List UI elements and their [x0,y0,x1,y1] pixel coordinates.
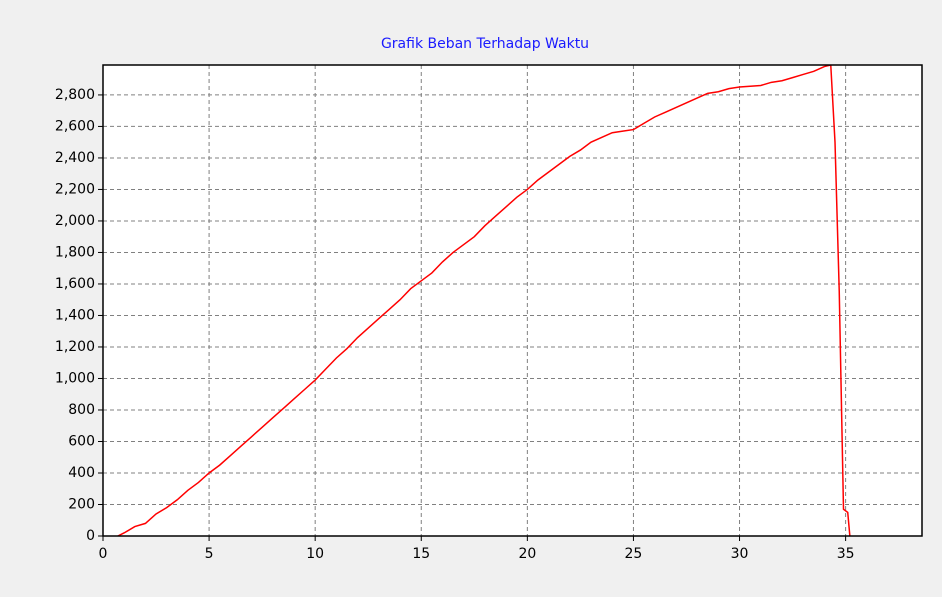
y-tick-label: 0 [86,528,95,544]
y-tick-label: 1,200 [55,339,95,355]
plot-border [102,64,923,537]
y-tick-label: 2,400 [55,150,95,166]
y-tick-label: 2,200 [55,181,95,197]
data-line [117,65,851,536]
y-tick-label: 200 [68,496,95,512]
y-tick-label: 2,800 [55,87,95,103]
x-tick-label: 15 [412,546,430,562]
x-tick-label: 20 [518,546,536,562]
y-tick-label: 800 [68,402,95,418]
chart-title: Grafik Beban Terhadap Waktu [381,36,589,52]
y-tick-label: 1,400 [55,307,95,323]
y-tick-label: 2,600 [55,118,95,134]
y-tick-label: 600 [68,433,95,449]
x-tick-label: 35 [837,546,855,562]
y-tick-label: 1,000 [55,370,95,386]
x-tick-label: 30 [731,546,749,562]
x-tick-label: 5 [205,546,214,562]
y-tick-label: 1,800 [55,244,95,260]
x-tick-label: 10 [306,546,324,562]
y-tick-label: 1,600 [55,276,95,292]
plot-area [103,65,922,536]
y-tick-label: 400 [68,465,95,481]
y-tick-label: 2,000 [55,213,95,229]
x-tick-label: 0 [99,546,108,562]
x-tick-label: 25 [625,546,643,562]
